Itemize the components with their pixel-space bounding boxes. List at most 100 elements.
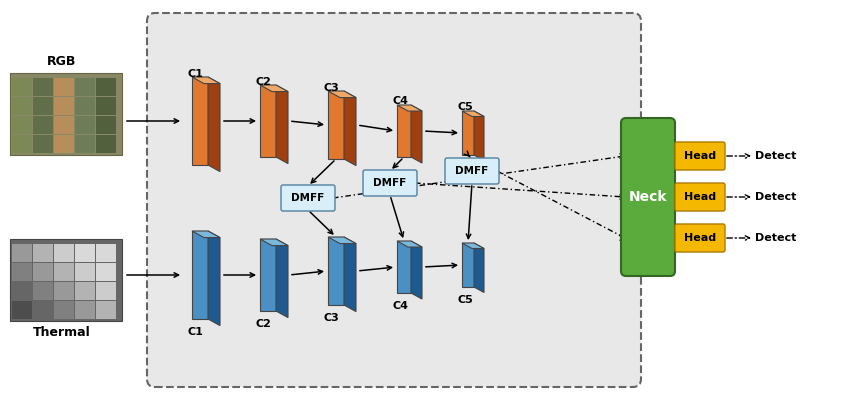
Text: DMFF: DMFF bbox=[292, 193, 325, 203]
Polygon shape bbox=[462, 243, 484, 248]
Polygon shape bbox=[192, 77, 220, 84]
Text: C4: C4 bbox=[392, 96, 408, 106]
Bar bbox=[12, 78, 32, 96]
Polygon shape bbox=[328, 237, 344, 305]
Text: C2: C2 bbox=[255, 77, 271, 86]
Polygon shape bbox=[344, 237, 356, 312]
Bar bbox=[33, 78, 53, 96]
FancyBboxPatch shape bbox=[621, 118, 675, 276]
Polygon shape bbox=[344, 91, 356, 165]
Text: C2: C2 bbox=[255, 319, 271, 329]
Bar bbox=[33, 263, 53, 281]
Bar bbox=[96, 135, 116, 153]
Bar bbox=[54, 135, 74, 153]
Text: Detect: Detect bbox=[755, 151, 797, 161]
Bar bbox=[54, 301, 74, 319]
Polygon shape bbox=[411, 241, 422, 299]
Bar bbox=[96, 282, 116, 300]
Polygon shape bbox=[462, 111, 484, 116]
Bar bbox=[12, 116, 32, 134]
Text: C5: C5 bbox=[457, 295, 473, 305]
Bar bbox=[96, 244, 116, 262]
Bar bbox=[75, 263, 95, 281]
Text: DMFF: DMFF bbox=[373, 178, 406, 188]
Text: DMFF: DMFF bbox=[455, 166, 489, 176]
Bar bbox=[75, 301, 95, 319]
Bar bbox=[12, 244, 32, 262]
Polygon shape bbox=[397, 241, 422, 247]
Polygon shape bbox=[462, 111, 474, 155]
Polygon shape bbox=[276, 239, 288, 318]
Bar bbox=[12, 282, 32, 300]
Bar bbox=[12, 301, 32, 319]
FancyBboxPatch shape bbox=[147, 13, 641, 387]
Bar bbox=[33, 301, 53, 319]
Polygon shape bbox=[397, 241, 411, 293]
Bar bbox=[33, 116, 53, 134]
Polygon shape bbox=[260, 85, 276, 157]
Text: C3: C3 bbox=[324, 313, 340, 323]
FancyBboxPatch shape bbox=[445, 158, 499, 184]
Bar bbox=[10, 239, 122, 321]
Polygon shape bbox=[260, 85, 288, 92]
Bar bbox=[54, 282, 74, 300]
Bar bbox=[75, 78, 95, 96]
Bar bbox=[75, 135, 95, 153]
Bar bbox=[54, 263, 74, 281]
Bar bbox=[96, 78, 116, 96]
FancyBboxPatch shape bbox=[675, 142, 725, 170]
Polygon shape bbox=[276, 85, 288, 163]
Text: RGB: RGB bbox=[47, 55, 77, 68]
Bar bbox=[54, 97, 74, 115]
FancyBboxPatch shape bbox=[281, 185, 335, 211]
Polygon shape bbox=[474, 243, 484, 292]
Bar bbox=[33, 97, 53, 115]
Bar bbox=[12, 97, 32, 115]
Text: C3: C3 bbox=[324, 83, 340, 93]
Polygon shape bbox=[208, 77, 220, 172]
Bar bbox=[75, 244, 95, 262]
Polygon shape bbox=[397, 105, 422, 111]
FancyBboxPatch shape bbox=[363, 170, 417, 196]
Bar bbox=[33, 244, 53, 262]
Bar bbox=[96, 263, 116, 281]
Bar bbox=[75, 116, 95, 134]
Bar bbox=[75, 282, 95, 300]
Polygon shape bbox=[260, 239, 288, 246]
Text: Head: Head bbox=[684, 151, 716, 161]
Bar bbox=[10, 73, 122, 155]
Bar bbox=[54, 244, 74, 262]
Text: C4: C4 bbox=[392, 301, 408, 311]
Bar bbox=[75, 97, 95, 115]
Polygon shape bbox=[192, 77, 208, 165]
Bar bbox=[54, 116, 74, 134]
Bar bbox=[96, 116, 116, 134]
Bar bbox=[96, 97, 116, 115]
Polygon shape bbox=[328, 237, 356, 244]
Polygon shape bbox=[462, 243, 474, 287]
Polygon shape bbox=[260, 239, 276, 311]
Polygon shape bbox=[397, 105, 411, 157]
Text: C1: C1 bbox=[188, 69, 203, 79]
Polygon shape bbox=[192, 231, 220, 238]
Text: C1: C1 bbox=[188, 327, 203, 337]
Polygon shape bbox=[192, 231, 208, 319]
Bar bbox=[54, 78, 74, 96]
Polygon shape bbox=[328, 91, 344, 159]
Bar bbox=[33, 135, 53, 153]
Polygon shape bbox=[411, 105, 422, 163]
Polygon shape bbox=[208, 231, 220, 325]
Text: Detect: Detect bbox=[755, 192, 797, 202]
Text: Thermal: Thermal bbox=[33, 326, 91, 339]
FancyBboxPatch shape bbox=[675, 183, 725, 211]
Bar bbox=[12, 135, 32, 153]
Bar bbox=[96, 301, 116, 319]
Polygon shape bbox=[328, 91, 356, 97]
Text: Head: Head bbox=[684, 192, 716, 202]
Text: Detect: Detect bbox=[755, 233, 797, 243]
Text: Head: Head bbox=[684, 233, 716, 243]
FancyBboxPatch shape bbox=[675, 224, 725, 252]
Bar bbox=[33, 282, 53, 300]
Text: C5: C5 bbox=[457, 101, 473, 112]
Polygon shape bbox=[474, 111, 484, 160]
